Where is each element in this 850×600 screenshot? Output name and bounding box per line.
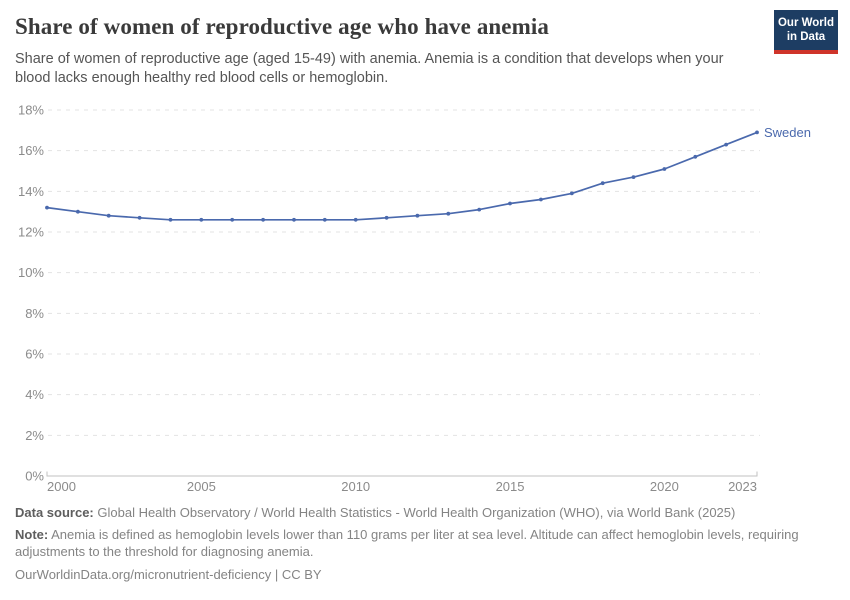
page-title: Share of women of reproductive age who h… — [15, 14, 549, 39]
series-label[interactable]: Sweden — [764, 125, 811, 140]
data-point[interactable] — [137, 215, 142, 220]
line-chart-svg[interactable]: 0% 2% 4% 6% 8% 10% 12% 14% 16% 18% 2000 2005 2010 201… — [0, 95, 850, 500]
y-axis-tick-label: 16% — [18, 143, 44, 158]
data-point[interactable] — [539, 197, 543, 202]
data-point[interactable] — [322, 217, 327, 222]
y-axis-tick-label: 12% — [18, 225, 44, 240]
owid-logo-line2: in Data — [786, 31, 826, 43]
x-axis-tick-label: 2010 — [341, 479, 370, 494]
data-point[interactable] — [569, 191, 574, 196]
data-point[interactable] — [477, 207, 482, 212]
data-point[interactable] — [76, 209, 80, 214]
note-text: Anemia is defined as hemoglobin levels l… — [15, 527, 799, 560]
owid-logo-line1: Our World — [777, 16, 834, 29]
chart-area[interactable]: 0% 2% 4% 6% 8% 10% 12% 14% 16% 18% 2000 2005 2010 201… — [0, 95, 850, 500]
chart-footer: Data source: Global Health Observatory /… — [15, 505, 815, 589]
data-point[interactable] — [724, 142, 728, 147]
y-axis-tick-label: 4% — [25, 387, 44, 402]
data-point[interactable] — [600, 181, 605, 186]
owid-url-license[interactable]: OurWorldinData.org/micronutrient-deficie… — [15, 566, 322, 582]
x-axis-tick-label: 2023 — [728, 479, 757, 494]
y-axis-tick-label: 6% — [25, 347, 44, 362]
data-point[interactable] — [631, 175, 636, 179]
data-point[interactable] — [292, 217, 296, 222]
y-axis-tick-label: 10% — [18, 265, 44, 280]
x-axis-tick-label: 2000 — [47, 479, 76, 494]
data-point[interactable] — [384, 215, 389, 220]
data-point[interactable] — [446, 211, 451, 216]
data-point[interactable] — [168, 217, 173, 222]
data-source-text: Global Health Observatory / World Health… — [97, 505, 736, 520]
data-point[interactable] — [261, 217, 265, 222]
series-line-sweden[interactable] — [46, 131, 758, 221]
data-point[interactable] — [45, 205, 49, 210]
data-point[interactable] — [106, 213, 111, 218]
y-axis-tick-label: 8% — [25, 306, 44, 321]
x-axis-tick-label: 2020 — [650, 479, 679, 494]
note-label: Note: — [15, 527, 49, 543]
data-point[interactable] — [199, 217, 204, 222]
data-point[interactable] — [508, 201, 512, 206]
y-axis-tick-label: 18% — [18, 103, 44, 118]
x-axis-line — [46, 471, 758, 477]
data-point[interactable] — [693, 154, 698, 159]
data-source-line: Data source: Global Health Observatory /… — [15, 505, 815, 522]
owid-logo[interactable]: Our World in Data — [774, 10, 838, 54]
data-point[interactable] — [662, 167, 667, 171]
data-point[interactable] — [755, 130, 759, 135]
x-axis-tick-label: 2005 — [187, 479, 216, 494]
chart-subtitle: Share of women of reproductive age (aged… — [15, 51, 724, 87]
data-point[interactable] — [230, 217, 235, 222]
data-point[interactable] — [415, 213, 420, 218]
data-point[interactable] — [353, 217, 358, 222]
y-axis-tick-label: 0% — [25, 469, 44, 484]
data-source-label: Data source: — [15, 505, 94, 520]
x-axis-tick-label: 2015 — [496, 479, 525, 494]
y-axis-tick-label: 14% — [18, 184, 44, 199]
note-line: Note: Anemia is defined as hemoglobin le… — [15, 527, 815, 561]
y-axis-tick-label: 2% — [25, 428, 44, 443]
